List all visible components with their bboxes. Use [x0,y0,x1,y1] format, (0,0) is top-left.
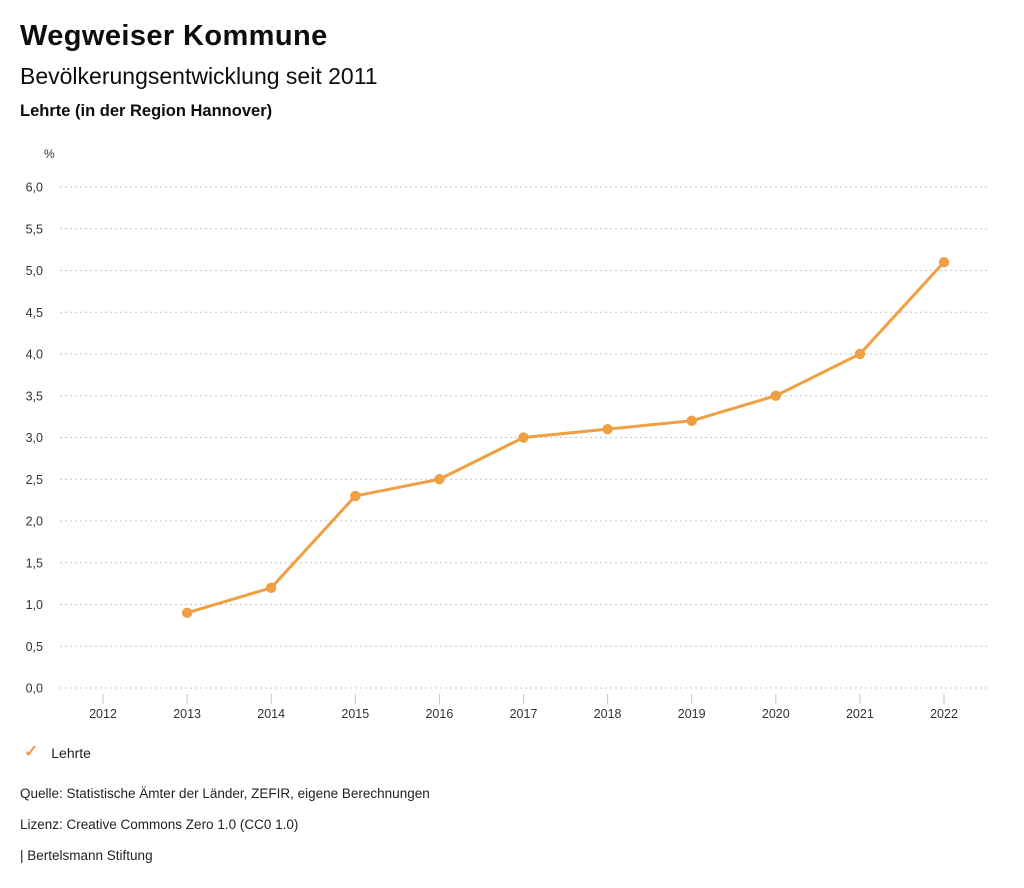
page-title: Wegweiser Kommune [20,20,328,52]
x-tick-label: 2016 [425,707,453,721]
data-point[interactable] [854,348,866,360]
data-point[interactable] [938,256,950,268]
y-tick-label: 1,5 [26,556,43,570]
x-tick-label: 2015 [341,707,369,721]
data-point[interactable] [518,432,529,443]
x-tick-label: 2020 [762,707,790,721]
x-tick-label: 2017 [510,707,538,721]
y-tick-label: 4,0 [26,348,43,362]
x-tick-label: 2021 [846,707,874,721]
attribution-text: | Bertelsmann Stiftung [20,848,153,863]
data-point[interactable] [350,490,361,502]
y-tick-label: 0,5 [26,640,43,654]
y-axis-unit-label: % [44,147,55,161]
chart-title: Bevölkerungsentwicklung seit 2011 [20,63,378,89]
legend-label: Lehrte [51,744,91,761]
data-point[interactable] [181,607,193,619]
data-point[interactable] [266,582,277,593]
y-tick-label: 2,5 [26,473,43,487]
y-tick-label: 3,5 [26,389,43,403]
series-line [185,260,946,615]
y-tick-label: 0,0 [26,682,43,696]
data-point[interactable] [434,474,445,485]
data-point[interactable] [770,390,781,401]
data-point[interactable] [602,423,613,435]
y-tick-label: 4,5 [26,306,43,320]
data-point[interactable] [686,415,697,426]
x-tick-label: 2022 [930,707,958,721]
legend[interactable]: ✓ Lehrte [24,742,91,761]
y-tick-label: 1,0 [26,598,43,612]
x-tick-label: 2019 [678,707,706,721]
source-text: Quelle: Statistische Ämter der Länder, Z… [20,786,430,801]
check-icon: ✓ [24,742,39,761]
x-tick-label: 2014 [257,707,285,721]
y-tick-label: 3,0 [26,431,43,445]
y-tick-label: 5,5 [26,222,43,236]
x-tick-label: 2012 [89,707,117,721]
y-tick-label: 5,0 [26,264,43,278]
chart-subtitle-location: Lehrte (in der Region Hannover) [20,102,273,120]
y-tick-label: 6,0 [26,181,43,195]
license-text: Lizenz: Creative Commons Zero 1.0 (CC0 1… [20,817,299,832]
y-tick-label: 2,0 [26,515,43,529]
x-tick-label: 2013 [173,707,201,721]
x-tick-label: 2018 [594,707,622,721]
